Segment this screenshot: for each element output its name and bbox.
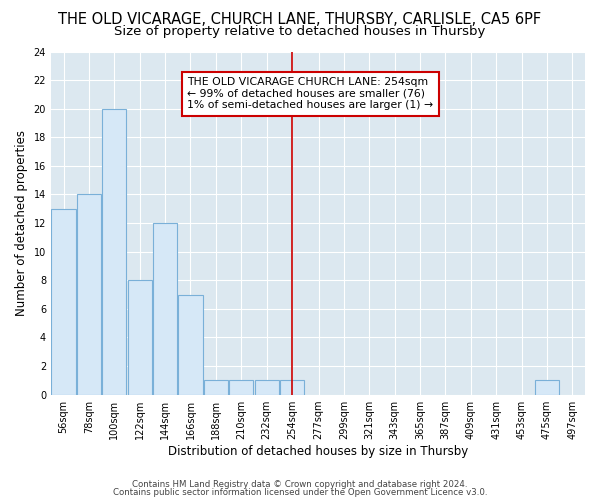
Bar [204,380,228,394]
Text: THE OLD VICARAGE CHURCH LANE: 254sqm
← 99% of detached houses are smaller (76)
1: THE OLD VICARAGE CHURCH LANE: 254sqm ← 9… [187,77,433,110]
Text: Size of property relative to detached houses in Thursby: Size of property relative to detached ho… [115,25,485,38]
Bar [102,108,127,395]
Y-axis label: Number of detached properties: Number of detached properties [15,130,28,316]
Bar [535,380,559,394]
Bar [280,380,304,394]
X-axis label: Distribution of detached houses by size in Thursby: Distribution of detached houses by size … [168,444,468,458]
Bar [153,223,177,394]
Bar [254,380,279,394]
Bar [52,208,76,394]
Bar [128,280,152,394]
Text: THE OLD VICARAGE, CHURCH LANE, THURSBY, CARLISLE, CA5 6PF: THE OLD VICARAGE, CHURCH LANE, THURSBY, … [58,12,542,28]
Bar [229,380,253,394]
Bar [77,194,101,394]
Bar [178,294,203,394]
Text: Contains HM Land Registry data © Crown copyright and database right 2024.: Contains HM Land Registry data © Crown c… [132,480,468,489]
Text: Contains public sector information licensed under the Open Government Licence v3: Contains public sector information licen… [113,488,487,497]
